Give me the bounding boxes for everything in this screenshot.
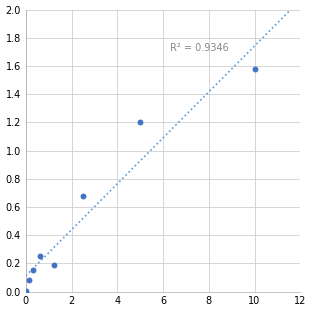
Point (138, 120, 143, 125)
Text: R² = 0.9346: R² = 0.9346 (170, 43, 229, 53)
Point (252, 66, 257, 71)
Point (27, 278, 32, 283)
Point (31, 268, 36, 273)
Point (37, 254, 42, 259)
Point (80, 193, 85, 198)
Point (52, 262, 57, 267)
Point (23, 289, 28, 294)
